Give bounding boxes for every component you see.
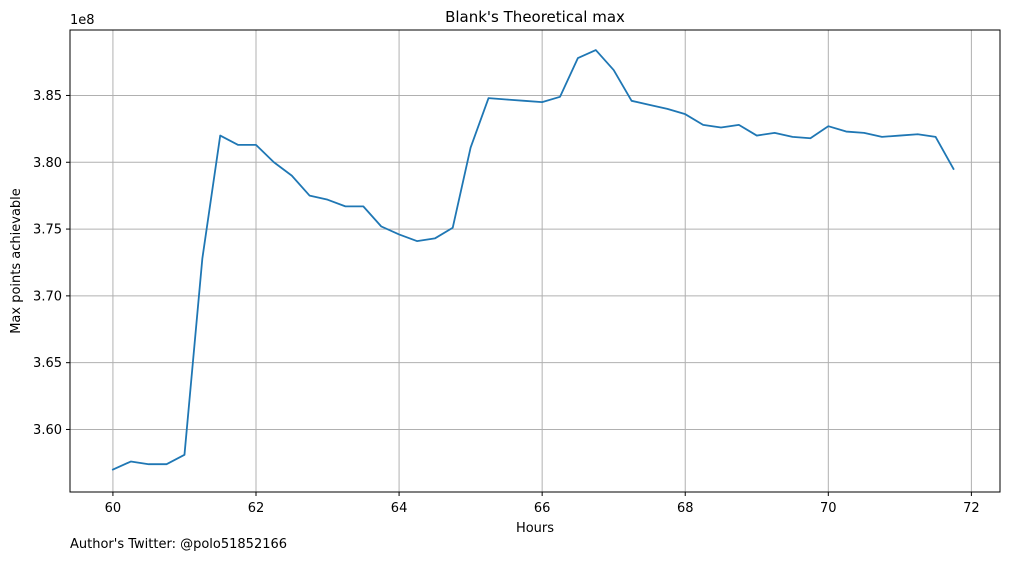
y-tick-label: 3.75 [33,223,62,238]
x-tick-label: 64 [391,501,408,516]
author-credit: Author's Twitter: @polo51852166 [70,537,288,552]
series-line [111,49,955,471]
y-axis-label: Max points achievable [9,188,24,334]
x-axis-ticks: 60 62 64 66 68 70 72 [105,492,980,516]
y-offset-label: 1e8 [70,13,95,28]
y-tick-label: 3.65 [33,356,62,371]
x-tick-label: 60 [105,501,122,516]
x-tick-label: 70 [820,501,837,516]
y-tick-label: 3.85 [33,89,62,104]
y-tick-label: 3.70 [33,289,62,304]
y-tick-label: 3.80 [33,156,62,171]
x-tick-label: 68 [677,501,694,516]
plot-area [70,30,1000,492]
x-tick-label: 62 [248,501,265,516]
x-tick-label: 72 [963,501,980,516]
plot-frame [69,29,1001,493]
grid-lines [70,30,1000,492]
y-axis-ticks: 3.60 3.65 3.70 3.75 3.80 3.85 [33,89,70,438]
x-axis-label: Hours [516,521,554,536]
y-tick-label: 3.60 [33,423,62,438]
x-tick-label: 66 [534,501,551,516]
chart-title: Blank's Theoretical max [445,8,625,26]
